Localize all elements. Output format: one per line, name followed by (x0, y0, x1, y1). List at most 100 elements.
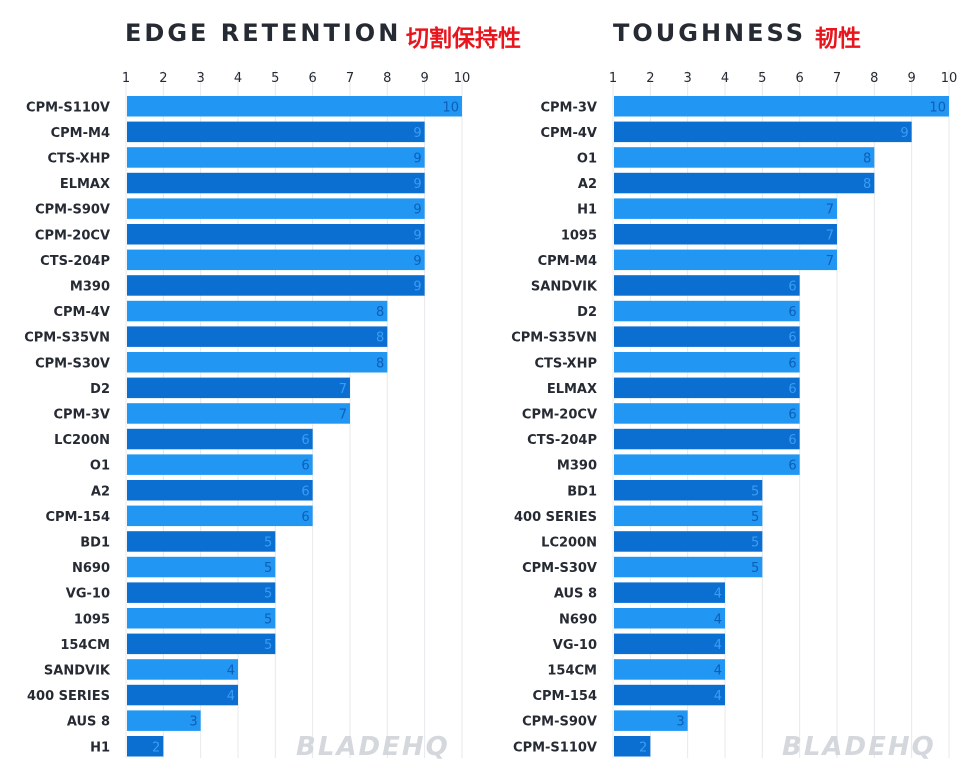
edge-category-label: CTS-204P (40, 254, 110, 269)
tough-tick-label: 7 (833, 71, 841, 86)
edge-category-label: CPM-S90V (35, 203, 110, 218)
edge-value-label: 6 (301, 484, 309, 499)
edge-value-label: 2 (152, 740, 160, 755)
tough-bar (614, 96, 949, 117)
tough-value-label: 10 (929, 100, 946, 115)
tough-bar (614, 684, 725, 706)
edge-category-label: CPM-M4 (51, 126, 110, 141)
toughness-title-cn: 韧性 (815, 26, 861, 52)
tough-bar (614, 198, 837, 219)
tough-value-label: 8 (863, 177, 871, 192)
tough-value-label: 6 (788, 279, 796, 294)
bladehq-watermark-right: BLADEHQ (782, 732, 936, 762)
tough-value-label: 4 (714, 663, 722, 678)
edge-category-label: H1 (90, 740, 110, 755)
edge-category-label: CPM-S35VN (24, 331, 110, 346)
edge-tick-label: 7 (346, 71, 354, 86)
edge-bar (127, 684, 238, 706)
edge-bar (127, 249, 425, 271)
tough-category-label: CPM-3V (540, 100, 597, 115)
edge-bar (127, 224, 425, 245)
tough-tick-label: 1 (609, 71, 617, 86)
tough-category-label: LC200N (541, 535, 597, 550)
edge-category-label: CPM-S30V (35, 356, 110, 371)
edge-value-label: 6 (301, 510, 309, 525)
tough-category-label: CPM-S35VN (511, 331, 597, 346)
tough-bar (614, 736, 651, 757)
tough-bar (614, 300, 800, 322)
edge-bar (127, 454, 313, 475)
edge-tick-label: 2 (159, 71, 167, 86)
tough-tick-label: 5 (758, 71, 766, 86)
bladehq-watermark-left: BLADEHQ (296, 732, 450, 762)
tough-bar (614, 147, 875, 168)
toughness-title: TOUGHNESS (613, 19, 807, 47)
edge-tick-label: 9 (420, 71, 428, 86)
tough-value-label: 7 (826, 203, 834, 218)
edge-bar (127, 121, 425, 143)
tough-category-label: A2 (578, 177, 597, 192)
tough-tick-label: 2 (646, 71, 654, 86)
edge-value-label: 5 (264, 612, 272, 627)
edge-retention-title-cn: 切割保持性 (406, 26, 521, 52)
tough-value-label: 4 (714, 587, 722, 602)
edge-bar (127, 736, 164, 757)
tough-tick-label: 10 (941, 71, 958, 86)
tough-bar (614, 710, 688, 731)
edge-category-label: 154CM (60, 638, 110, 653)
tough-bar (614, 480, 763, 501)
tough-value-label: 2 (639, 740, 647, 755)
edge-bar (127, 480, 313, 501)
tough-tick-label: 4 (721, 71, 729, 86)
watermark-text: BLADEHQ (782, 732, 936, 762)
tough-category-label: CPM-20CV (522, 407, 597, 422)
tough-value-label: 5 (751, 510, 759, 525)
edge-bar (127, 147, 425, 168)
tough-bar (614, 352, 800, 373)
edge-value-label: 9 (413, 151, 421, 166)
edge-bar (127, 326, 388, 347)
edge-category-label: CPM-4V (53, 305, 110, 320)
tough-tick-label: 8 (870, 71, 878, 86)
edge-category-label: A2 (91, 484, 110, 499)
edge-value-label: 4 (227, 689, 235, 704)
edge-bar (127, 96, 462, 117)
tough-bar (614, 608, 725, 629)
edge-bar (127, 428, 313, 450)
edge-tick-label: 1 (122, 71, 130, 86)
edge-value-label: 9 (413, 177, 421, 192)
tough-category-label: 1095 (561, 228, 597, 243)
tough-value-label: 5 (751, 535, 759, 550)
tough-value-label: 7 (826, 228, 834, 243)
edge-category-label: AUS 8 (67, 715, 110, 730)
tough-category-label: CPM-S30V (522, 561, 597, 576)
tough-bar (614, 505, 763, 527)
edge-bar (127, 710, 201, 731)
tough-bar (614, 633, 725, 655)
tough-bar (614, 454, 800, 475)
tough-bar (614, 556, 763, 578)
edge-category-label: 1095 (74, 612, 110, 627)
tough-category-label: 154CM (547, 663, 597, 678)
tough-category-label: N690 (559, 612, 597, 627)
edge-value-label: 9 (413, 126, 421, 141)
edge-value-label: 8 (376, 305, 384, 320)
edge-value-label: 10 (442, 100, 459, 115)
tough-bar (614, 326, 800, 347)
tough-bar (614, 121, 912, 143)
tough-value-label: 5 (751, 484, 759, 499)
tough-bar (614, 249, 837, 271)
edge-category-label: N690 (72, 561, 110, 576)
edge-value-label: 7 (339, 382, 347, 397)
edge-value-label: 8 (376, 331, 384, 346)
watermark-text: BLADEHQ (296, 732, 450, 762)
edge-tick-label: 8 (383, 71, 391, 86)
edge-category-label: CPM-S110V (26, 100, 110, 115)
edge-tick-label: 10 (454, 71, 471, 86)
edge-category-label: LC200N (54, 433, 110, 448)
edge-value-label: 6 (301, 433, 309, 448)
edge-category-label: CPM-20CV (35, 228, 110, 243)
edge-value-label: 9 (413, 279, 421, 294)
edge-bar (127, 300, 388, 322)
